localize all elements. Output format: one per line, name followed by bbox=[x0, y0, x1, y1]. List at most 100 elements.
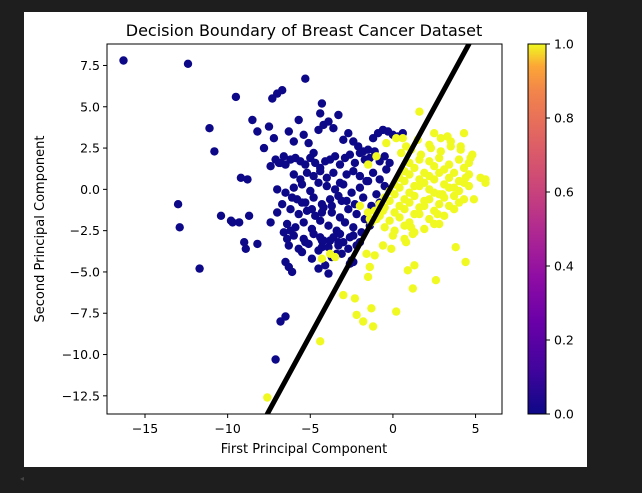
data-point-class-1 bbox=[401, 238, 411, 247]
data-point-class-1 bbox=[355, 201, 365, 211]
data-point-class-1 bbox=[339, 290, 348, 300]
data-point-class-0 bbox=[368, 168, 378, 177]
data-point-class-1 bbox=[469, 195, 479, 204]
data-point-class-0 bbox=[385, 158, 394, 168]
colorbar-tick-label: 0.0 bbox=[554, 407, 574, 422]
data-point-class-0 bbox=[335, 160, 345, 169]
data-point-class-0 bbox=[281, 257, 290, 267]
data-point-class-0 bbox=[297, 198, 307, 207]
data-point-class-1 bbox=[420, 201, 429, 211]
data-point-class-1 bbox=[359, 317, 368, 326]
data-point-class-0 bbox=[359, 193, 368, 202]
data-point-class-0 bbox=[352, 209, 361, 219]
data-point-class-1 bbox=[456, 145, 465, 154]
data-point-class-0 bbox=[306, 186, 315, 196]
data-point-class-1 bbox=[454, 198, 464, 207]
data-point-class-1 bbox=[380, 223, 389, 232]
data-point-class-0 bbox=[294, 209, 303, 219]
colorbar-tick-label: 0.4 bbox=[554, 259, 574, 274]
data-point-class-1 bbox=[415, 107, 424, 116]
data-point-class-1 bbox=[385, 216, 394, 225]
data-point-class-1 bbox=[444, 173, 454, 182]
data-point-class-1 bbox=[378, 241, 388, 250]
data-point-class-0 bbox=[278, 86, 287, 95]
data-point-class-1 bbox=[415, 155, 424, 164]
data-point-class-0 bbox=[241, 244, 250, 253]
data-point-class-0 bbox=[287, 193, 297, 202]
data-point-class-1 bbox=[430, 219, 439, 229]
scroll-left-arrow-icon[interactable]: ◂ bbox=[20, 474, 25, 483]
data-point-class-0 bbox=[289, 137, 298, 146]
data-point-class-0 bbox=[317, 236, 327, 245]
data-point-class-1 bbox=[408, 284, 417, 293]
data-point-class-1 bbox=[405, 170, 414, 179]
colorbar-tick-label: 0.8 bbox=[554, 111, 574, 126]
decision-boundary bbox=[264, 44, 472, 414]
data-point-class-0 bbox=[299, 218, 308, 227]
data-point-class-0 bbox=[324, 117, 333, 126]
data-point-class-1 bbox=[461, 257, 470, 267]
data-point-class-0 bbox=[248, 115, 257, 125]
data-point-class-1 bbox=[435, 153, 444, 163]
data-point-class-1 bbox=[430, 129, 439, 138]
data-point-class-0 bbox=[335, 229, 345, 239]
data-point-class-0 bbox=[286, 226, 295, 235]
data-point-class-0 bbox=[228, 218, 237, 227]
chart-title: Decision Boundary of Breast Cancer Datas… bbox=[126, 21, 482, 40]
data-point-class-0 bbox=[286, 205, 295, 214]
data-point-class-0 bbox=[244, 211, 254, 220]
data-point-class-0 bbox=[340, 218, 350, 227]
data-point-class-1 bbox=[392, 307, 401, 316]
data-point-class-1 bbox=[316, 337, 325, 346]
data-point-class-1 bbox=[451, 243, 460, 252]
data-point-class-1 bbox=[415, 209, 424, 219]
data-point-class-0 bbox=[269, 134, 279, 143]
data-point-class-1 bbox=[430, 175, 439, 184]
data-point-class-1 bbox=[363, 160, 373, 169]
data-point-class-0 bbox=[210, 147, 219, 156]
data-point-class-0 bbox=[314, 264, 323, 273]
data-point-class-1 bbox=[385, 196, 394, 206]
data-point-class-0 bbox=[339, 180, 348, 189]
data-point-class-0 bbox=[294, 115, 303, 125]
data-point-class-0 bbox=[375, 175, 384, 184]
data-point-class-0 bbox=[253, 239, 262, 249]
data-point-class-0 bbox=[347, 188, 356, 197]
data-point-class-1 bbox=[444, 183, 454, 192]
data-point-class-1 bbox=[440, 211, 449, 220]
data-point-class-0 bbox=[253, 127, 262, 136]
data-point-class-1 bbox=[420, 224, 429, 234]
data-point-class-0 bbox=[344, 129, 353, 138]
data-point-class-0 bbox=[264, 122, 274, 131]
data-point-class-0 bbox=[325, 195, 335, 204]
data-point-class-1 bbox=[408, 229, 417, 239]
data-point-class-1 bbox=[370, 251, 379, 260]
data-point-class-1 bbox=[405, 198, 414, 207]
data-point-class-1 bbox=[400, 221, 409, 230]
data-point-class-1 bbox=[363, 208, 373, 217]
data-point-class-0 bbox=[289, 183, 298, 192]
data-point-class-1 bbox=[433, 209, 442, 219]
data-point-class-0 bbox=[183, 59, 193, 68]
data-point-class-0 bbox=[301, 74, 310, 83]
data-point-class-1 bbox=[363, 272, 373, 282]
data-point-class-1 bbox=[454, 155, 464, 164]
data-point-class-0 bbox=[266, 218, 275, 227]
data-point-class-0 bbox=[299, 130, 308, 139]
data-point-class-0 bbox=[317, 99, 327, 108]
data-point-class-0 bbox=[259, 143, 269, 153]
data-point-class-0 bbox=[349, 167, 358, 176]
data-point-class-1 bbox=[425, 195, 434, 204]
data-point-class-0 bbox=[350, 158, 360, 168]
data-point-class-0 bbox=[355, 171, 365, 181]
data-point-class-0 bbox=[297, 180, 307, 189]
y-tick-label: −5.0 bbox=[70, 264, 100, 279]
data-point-class-1 bbox=[350, 294, 360, 303]
x-tick-label: 5 bbox=[472, 421, 480, 436]
data-point-class-0 bbox=[240, 238, 249, 247]
x-tick-label: 0 bbox=[389, 421, 397, 436]
data-point-class-0 bbox=[119, 56, 128, 65]
data-point-class-1 bbox=[464, 181, 474, 191]
data-point-class-0 bbox=[382, 165, 391, 174]
data-point-class-0 bbox=[297, 247, 307, 257]
